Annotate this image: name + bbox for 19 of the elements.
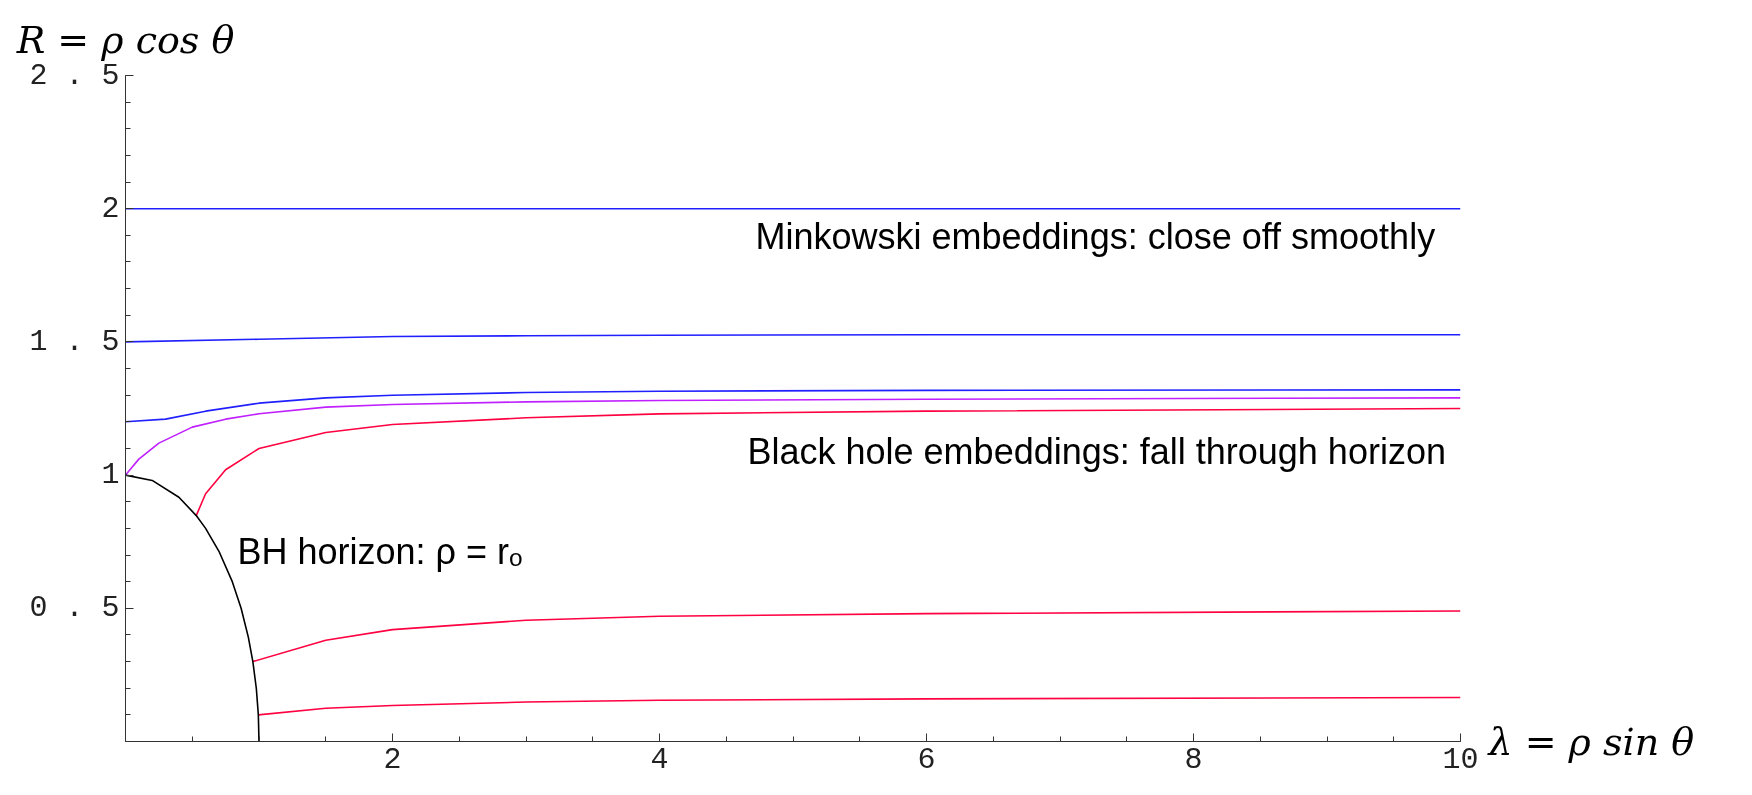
line-series	[195, 407, 1461, 517]
x-tick-label: 2	[383, 742, 402, 777]
x-tick-label: 4	[650, 742, 669, 777]
line-series	[257, 696, 1461, 716]
annotation: BH horizon: ρ = rₒ	[237, 531, 523, 572]
x-tick-label: 8	[1184, 742, 1203, 777]
annotation: Black hole embeddings: fall through horizon	[747, 431, 1446, 472]
line-series	[125, 389, 1461, 423]
x-tick-label: 10	[1442, 742, 1479, 777]
annotation: Minkowski embeddings: close off smoothly	[755, 216, 1436, 257]
y-tick-label: 2	[101, 191, 120, 226]
x-tick-label: 6	[917, 742, 936, 777]
y-tick-label: 0 . 5	[29, 591, 120, 626]
y-tick-label: 1	[101, 458, 120, 493]
x-axis-title: λ = ρ sin θ	[1486, 719, 1695, 764]
y-tick-label: 1 . 5	[29, 324, 120, 359]
line-series	[125, 333, 1461, 343]
line-series	[125, 397, 1461, 476]
line-series	[252, 610, 1461, 663]
